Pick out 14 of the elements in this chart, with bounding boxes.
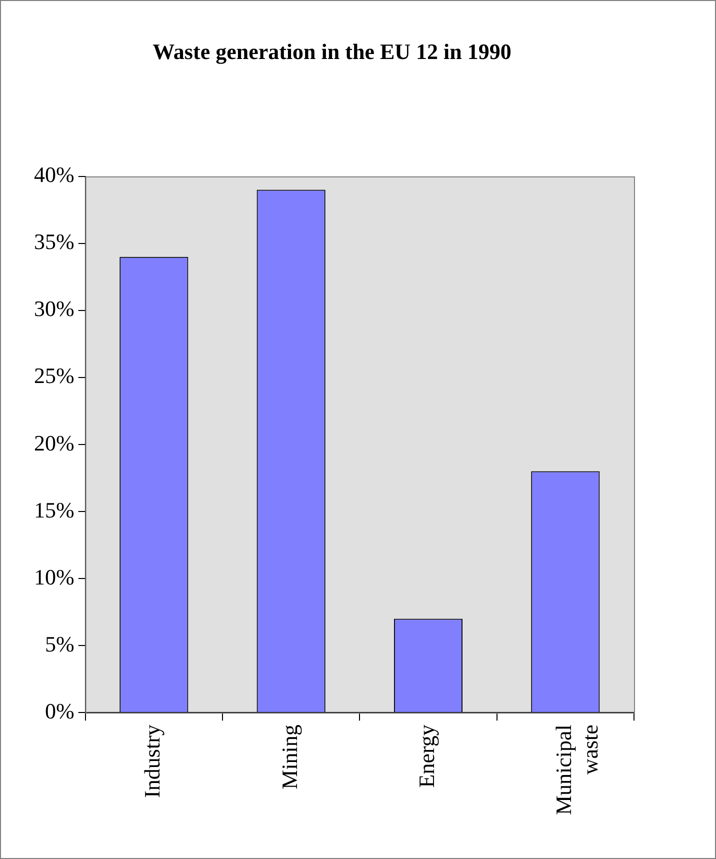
y-tick-label: 20%	[34, 430, 74, 456]
chart-title: Waste generation in the EU 12 in 1990	[152, 38, 512, 64]
y-tick-label: 30%	[34, 296, 74, 322]
y-tick-label: 0%	[45, 698, 74, 724]
y-tick-label: 10%	[34, 564, 74, 590]
x-tick-label: Industry	[140, 724, 165, 798]
y-tick-label: 25%	[34, 363, 74, 388]
x-tick-label: Mining	[276, 724, 302, 790]
x-tick-label: Municipal waste	[551, 724, 603, 816]
y-tick-label: 15%	[34, 497, 74, 522]
y-tick-label: 35%	[34, 229, 74, 254]
y-tick-label: 40%	[34, 162, 74, 188]
x-tick-label: Energy	[414, 724, 440, 788]
y-tick-label: 5%	[45, 631, 74, 656]
